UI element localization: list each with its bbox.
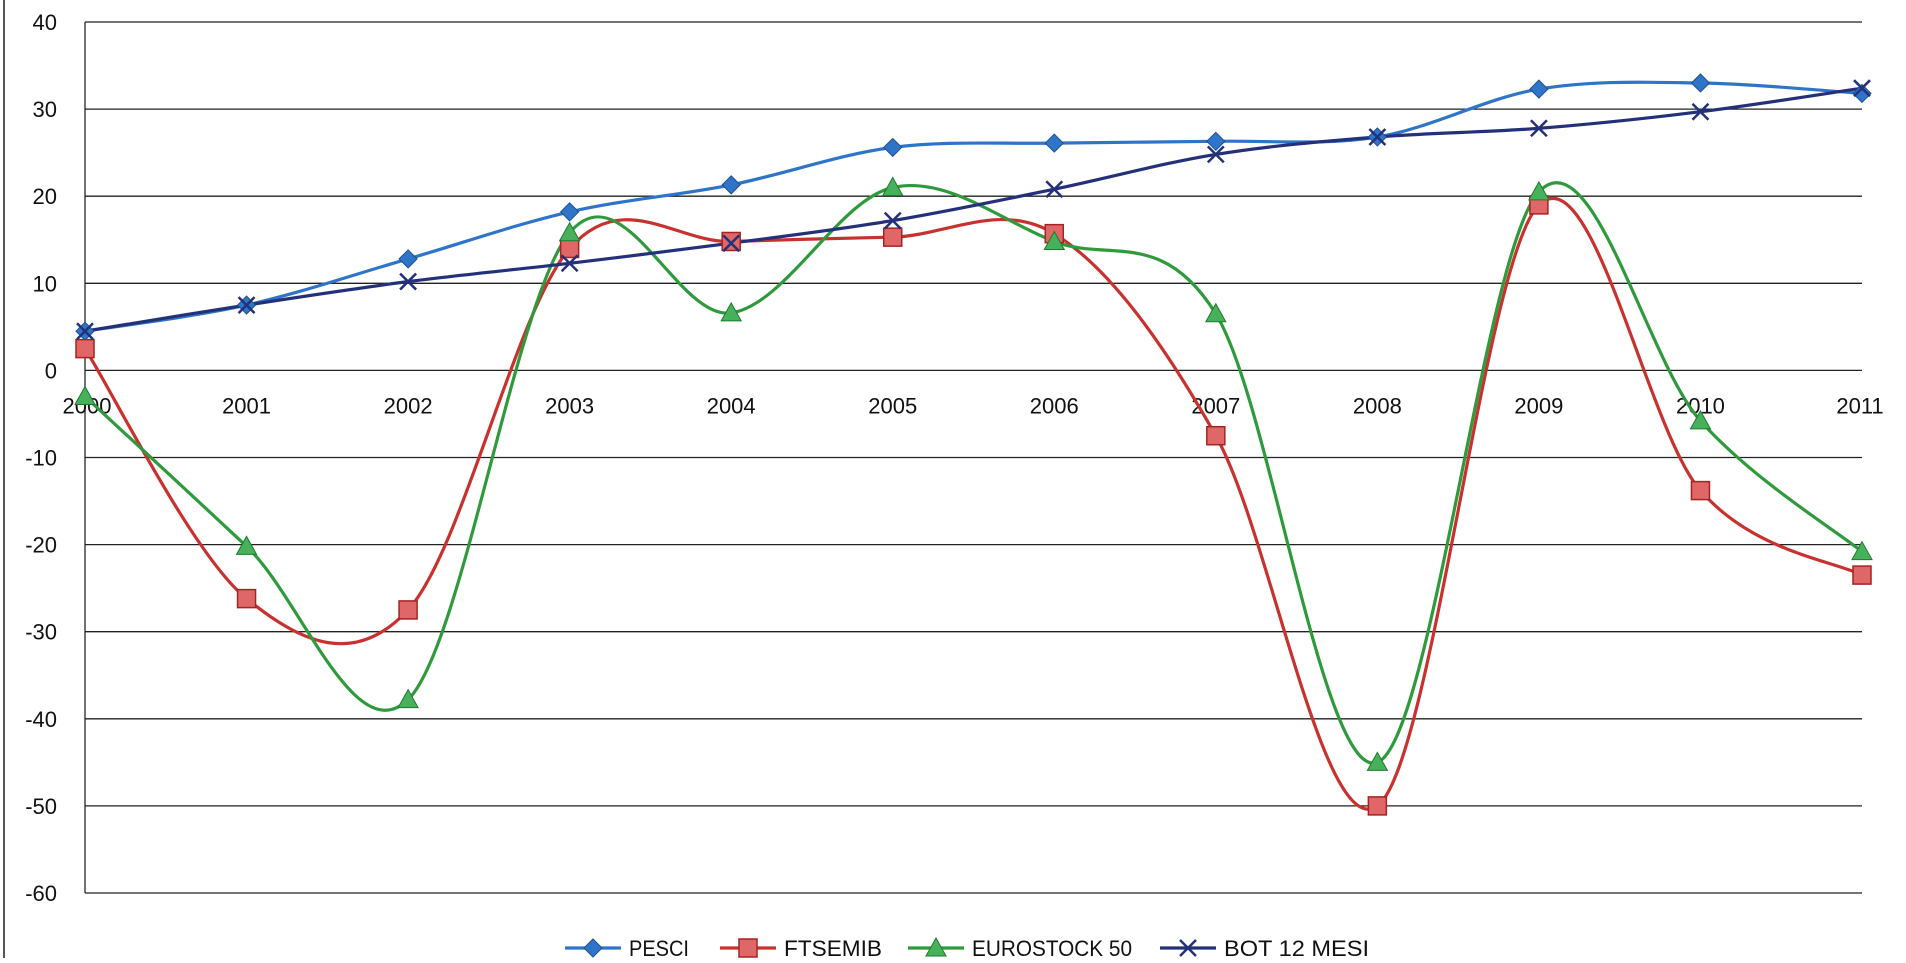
bot-12-mesi-point [1691,102,1710,121]
bot-12-mesi-point [883,211,902,230]
pesci-point [398,249,418,269]
x-tick-labels: 2000 2001 2002 2003 2004 2005 2006 2007 2008 2009… [63,393,1884,418]
eurostock-50-point [1204,302,1227,323]
y-tick-label: -40 [25,707,57,732]
bot-12-mesi-point [1206,145,1225,164]
x-tick-label: 2002 [384,393,433,418]
legend-eurostock-50-point [925,936,947,957]
ftsemib-point [559,238,580,259]
eurostock-50-point [235,535,258,555]
y-tick-label: 0 [45,358,57,383]
legend-pesci-point [583,938,603,958]
pesci-point [1044,133,1064,153]
eurostock-50-point [397,688,419,709]
y-tick-label: -10 [25,446,57,471]
x-tick-label: 2006 [1030,393,1079,418]
eurostock-50-point [74,385,96,406]
legend-label-bot-12-mesi: BOT 12 MESI [1224,936,1369,958]
pesci-point [1529,79,1549,99]
ftsemib-point [236,588,257,609]
gridlines [85,21,1862,894]
pesci-point [1690,73,1711,93]
y-tick-label: -50 [25,794,57,819]
x-tick-label: 2003 [545,393,594,418]
x-tick-label: 2001 [222,393,271,418]
ftsemib-point [75,338,95,359]
y-tick-label: -20 [25,533,57,558]
ftsemib-point [882,227,903,247]
ftsemib-point [1367,796,1388,816]
bot-12-mesi-point [560,254,579,273]
bot-12-mesi-line [84,86,1863,333]
eurostock-50-point [720,301,743,322]
pesci-line [84,80,1863,333]
y-tick-label: -30 [25,620,57,645]
ftsemib-point [1206,425,1226,446]
bot-12-mesi-point [722,234,741,253]
eurostock-50-point [1689,409,1712,430]
eurostock-50-point [1528,180,1550,201]
legend-label-eurostock-50: EUROSTOCK 50 [972,936,1132,958]
bot-12-mesi-point [1368,128,1387,146]
pesci-point [559,202,580,222]
series-markers [74,73,1873,816]
y-tick-labels: 40 30 20 10 0 -10 -20 -30 -40 -50 -60 [25,10,57,906]
legend-label-pesci: PESCI [629,936,689,958]
bot-12-mesi-point [399,272,417,291]
pesci-point [883,137,903,158]
y-tick-label: 30 [33,97,57,122]
y-tick-label: 10 [33,271,57,296]
legend-ftsemib-point [738,938,758,958]
eurostock-50-point [558,221,581,242]
x-tick-label: 2011 [1836,393,1883,418]
ftsemib-point [398,600,418,620]
eurostock-50-point [1043,230,1066,250]
ftsemib-point [1852,565,1872,585]
y-tick-label: -60 [25,881,57,906]
pesci-point [721,175,741,195]
pesci-point [1852,83,1872,104]
bot-12-mesi-point [1530,119,1548,138]
x-tick-label: 2004 [707,393,756,418]
legend: PESCI FTSEMIB EUROSTOCK 50 BOT 12 MESI [565,936,1369,961]
pesci-point [1206,131,1226,152]
x-tick-label: 2005 [868,393,917,418]
ftsemib-point [1690,480,1711,501]
bot-12-mesi-point [76,322,94,341]
bot-12-mesi-point [1045,180,1064,199]
x-tick-label: 2009 [1514,393,1563,418]
eurostock-50-line [83,181,1864,765]
legend-label-ftsemib: FTSEMIB [784,936,882,958]
eurostock-50-point [1366,751,1389,771]
series-lines [83,80,1864,811]
legend-bot-12-mesi-point [1179,939,1197,957]
bot-12-mesi-point [237,296,256,314]
y-tick-label: 40 [33,10,57,35]
bot-12-mesi-point [1853,79,1871,98]
eurostock-50-point [1851,540,1873,561]
y-tick-label: 20 [33,184,57,209]
x-tick-label: 2008 [1353,393,1402,418]
eurostock-50-point [881,176,904,196]
